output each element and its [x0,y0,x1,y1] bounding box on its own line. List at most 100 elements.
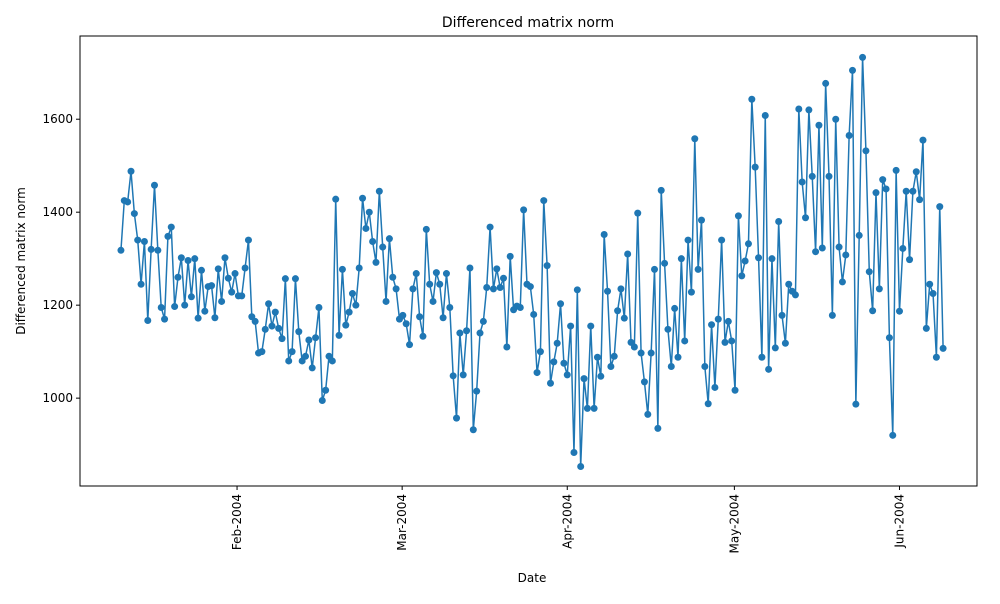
data-point [489,285,497,293]
data-point [577,462,585,470]
data-point [771,344,779,352]
data-point [251,317,259,325]
data-point [872,189,880,197]
data-point [483,283,491,291]
data-point [352,301,360,309]
data-point [768,255,776,263]
data-point [691,135,699,143]
data-point [453,414,461,422]
data-point [469,426,477,434]
data-point [305,336,313,344]
data-point [929,290,937,298]
data-point [785,280,793,288]
x-tick-label: Apr-2004 [560,494,574,549]
data-point [838,278,846,286]
data-point [899,244,907,252]
data-point [171,303,179,311]
data-point [825,172,833,180]
data-point [573,286,581,294]
data-point [338,265,346,273]
x-tick-label: Feb-2004 [230,494,244,550]
data-point [546,379,554,387]
data-point [714,315,722,323]
data-point [593,353,601,361]
data-point [667,363,675,371]
data-point [563,371,571,379]
data-point [144,317,152,325]
data-point [211,314,219,322]
data-point [150,181,158,189]
data-point [600,231,608,239]
data-point [372,258,380,266]
data-point [536,348,544,356]
data-point [130,210,138,218]
data-point [902,187,910,195]
data-point [157,303,165,311]
data-point [724,317,732,325]
data-point [916,196,924,204]
data-point [197,266,205,274]
data-point [610,352,618,360]
data-point [798,178,806,186]
data-point [939,344,947,352]
data-point [359,194,367,202]
data-point [446,303,454,311]
data-point [459,371,467,379]
data-point [184,257,192,265]
data-point [711,383,719,391]
data-point [375,187,383,195]
data-point [520,206,528,214]
data-point [755,254,763,262]
data-point [439,314,447,322]
data-point [463,327,471,335]
data-point [583,404,591,412]
data-point [533,369,541,377]
data-point [228,288,236,296]
data-point [261,325,269,333]
data-point [164,232,172,240]
plot-frame [79,35,978,487]
data-point [281,275,289,283]
data-point [499,274,507,282]
data-point [674,353,682,361]
data-point [835,243,843,251]
data-point [761,111,769,119]
data-point [436,280,444,288]
data-point [654,424,662,432]
data-point [604,287,612,295]
data-point [795,105,803,113]
data-point [278,335,286,343]
data-point [567,322,575,330]
data-point [466,264,474,272]
data-point [208,282,216,290]
data-point [124,198,132,206]
data-point [506,252,514,260]
data-point [758,353,766,361]
data-point [885,334,893,342]
data-point [597,372,605,380]
data-point [496,283,504,291]
data-point [503,343,511,351]
data-point [530,310,538,318]
data-point [134,236,142,244]
data-point [624,250,632,258]
data-point [926,280,934,288]
data-point [553,339,561,347]
data-point [889,431,897,439]
data-point [832,115,840,123]
data-point [587,322,595,330]
data-point [271,308,279,316]
data-point [345,308,353,316]
data-point [922,324,930,332]
data-point [117,246,125,254]
data-point [822,79,830,87]
data-point [516,303,524,311]
data-point [288,348,296,356]
data-point [828,311,836,319]
data-point [493,265,501,273]
data-point [456,329,464,337]
data-point [177,254,185,262]
data-point [342,321,350,329]
data-point [315,303,323,311]
